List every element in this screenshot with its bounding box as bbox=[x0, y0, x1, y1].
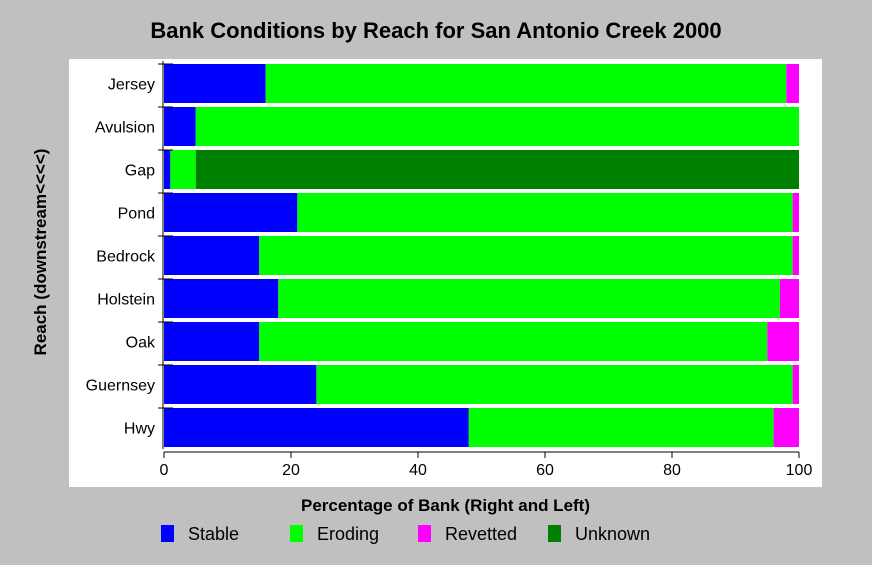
bar-gap-eroding bbox=[170, 150, 196, 189]
bar-bedrock-revetted bbox=[792, 236, 799, 275]
bar-holstein-stable bbox=[164, 279, 279, 318]
y-tick-label: Hwy bbox=[124, 421, 155, 438]
bar-bedrock-stable bbox=[164, 236, 260, 275]
x-tick-label: 80 bbox=[663, 462, 681, 479]
legend-swatch bbox=[161, 525, 174, 542]
bar-holstein-eroding bbox=[278, 279, 780, 318]
y-tick-label: Gap bbox=[125, 163, 155, 180]
legend: Stable Eroding Revetted Unknown bbox=[0, 522, 872, 550]
y-tick-label: Pond bbox=[118, 206, 155, 223]
bar-guernsey-revetted bbox=[792, 365, 799, 404]
bar-jersey-eroding bbox=[265, 64, 787, 103]
y-tick-label: Guernsey bbox=[86, 378, 155, 395]
legend-swatch bbox=[290, 525, 303, 542]
legend-label: Eroding bbox=[317, 524, 380, 544]
x-tick-label: 40 bbox=[409, 462, 427, 479]
x-tick-label: 0 bbox=[160, 462, 169, 479]
bar-guernsey-stable bbox=[164, 365, 317, 404]
bar-gap-stable bbox=[164, 150, 171, 189]
bar-pond-stable bbox=[164, 193, 298, 232]
bar-oak-revetted bbox=[767, 322, 799, 361]
bar-bedrock-eroding bbox=[259, 236, 793, 275]
y-tick-label: Oak bbox=[126, 335, 156, 352]
bar-holstein-revetted bbox=[779, 279, 799, 318]
y-tick-label: Jersey bbox=[108, 77, 155, 94]
bar-gap-unknown bbox=[195, 150, 799, 189]
chart-title: Bank Conditions by Reach for San Antonio… bbox=[150, 18, 722, 43]
bar-hwy-eroding bbox=[468, 408, 774, 447]
x-tick-label: 100 bbox=[786, 462, 813, 479]
bar-jersey-stable bbox=[164, 64, 266, 103]
x-tick-label: 20 bbox=[282, 462, 300, 479]
bar-oak-eroding bbox=[259, 322, 768, 361]
x-axis-label: Percentage of Bank (Right and Left) bbox=[300, 496, 591, 515]
bar-pond-eroding bbox=[297, 193, 793, 232]
legend-label: Revetted bbox=[445, 524, 518, 544]
legend-swatch bbox=[418, 525, 431, 542]
legend-swatch bbox=[548, 525, 561, 542]
x-tick-label: 60 bbox=[536, 462, 554, 479]
bar-hwy-revetted bbox=[773, 408, 799, 447]
bar-hwy-stable bbox=[164, 408, 469, 447]
y-tick-label: Avulsion bbox=[95, 120, 155, 137]
y-axis: Jersey Avulsion Gap Pond Bedrock Holstein Oak G… bbox=[86, 61, 173, 449]
legend-label: Unknown bbox=[575, 524, 651, 544]
bar-avulsion-eroding bbox=[195, 107, 799, 146]
bar-group bbox=[164, 64, 799, 447]
y-tick-label: Holstein bbox=[97, 292, 155, 309]
bar-pond-revetted bbox=[792, 193, 799, 232]
x-axis: 0 20 40 60 80 100 bbox=[160, 451, 813, 479]
legend-label: Stable bbox=[188, 524, 240, 544]
bar-oak-stable bbox=[164, 322, 260, 361]
y-tick-label: Bedrock bbox=[96, 249, 156, 266]
bar-jersey-revetted bbox=[786, 64, 799, 103]
bar-guernsey-eroding bbox=[316, 365, 793, 404]
bar-avulsion-stable bbox=[164, 107, 196, 146]
